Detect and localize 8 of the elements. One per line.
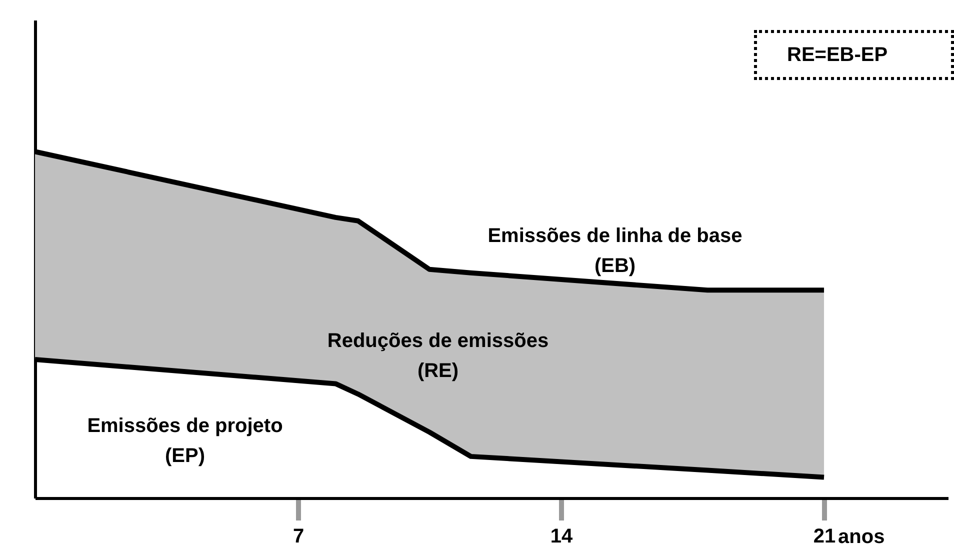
- x-axis-title: anos: [838, 526, 885, 548]
- dotted-outline-box: RE=EB-EP: [754, 30, 954, 80]
- x-tick-label: 7: [292, 526, 304, 548]
- annotation: Emissões de linha de base (EB): [488, 225, 742, 277]
- x-tick-label: 14: [550, 526, 574, 548]
- x-tick-label: 21: [813, 526, 836, 548]
- annotation: Reduções de emissões (RE): [327, 330, 549, 382]
- annotation: Emissões de projeto (EP): [87, 415, 283, 467]
